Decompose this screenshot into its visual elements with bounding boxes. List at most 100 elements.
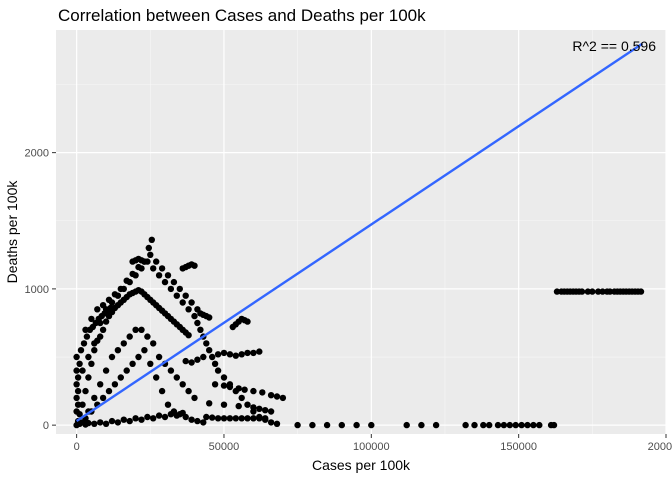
data-point: [153, 374, 160, 381]
data-point: [220, 401, 228, 408]
data-point: [188, 299, 195, 306]
data-point: [220, 374, 228, 381]
y-tick-label: 0: [43, 420, 49, 432]
data-point: [82, 387, 89, 395]
data-point: [194, 356, 201, 363]
data-point: [323, 421, 331, 429]
data-point: [226, 351, 234, 358]
data-point: [108, 417, 116, 425]
data-point: [117, 285, 125, 293]
data-point: [179, 409, 186, 417]
data-point: [599, 288, 606, 295]
data-point: [155, 412, 163, 419]
data-point: [226, 415, 234, 422]
data-point: [279, 394, 287, 402]
data-point: [176, 285, 183, 293]
data-point: [206, 347, 213, 354]
data-point: [74, 401, 82, 408]
data-point: [273, 393, 281, 400]
data-point: [79, 401, 86, 408]
data-point: [250, 415, 257, 422]
data-point: [232, 415, 239, 422]
data-point: [578, 288, 586, 295]
data-point: [138, 326, 145, 333]
y-axis-ticks: 0 1000 2000: [25, 148, 56, 432]
data-point: [76, 360, 83, 367]
data-point: [206, 400, 213, 407]
x-tick-label: 150000: [500, 441, 537, 453]
data-point: [117, 374, 125, 381]
data-point: [462, 421, 469, 429]
data-point: [85, 419, 92, 427]
minor-gridlines: [56, 30, 666, 434]
data-point: [338, 421, 345, 429]
data-point: [637, 288, 645, 295]
data-point: [232, 352, 239, 359]
data-point: [211, 360, 219, 367]
data-point: [148, 236, 155, 243]
data-point: [150, 265, 157, 272]
x-axis-ticks: 0 50000 100000 150000 200000: [74, 434, 672, 453]
data-point: [235, 402, 242, 410]
data-point: [120, 416, 128, 423]
data-point: [200, 419, 207, 426]
data-point: [244, 415, 251, 422]
data-point: [153, 258, 160, 265]
data-point: [194, 319, 201, 327]
data-point: [294, 421, 301, 429]
data-point: [105, 296, 113, 303]
data-point: [144, 413, 151, 421]
data-point: [173, 292, 180, 299]
data-point: [262, 415, 269, 422]
data-point: [91, 394, 98, 402]
data-point: [167, 285, 175, 293]
data-point: [155, 272, 163, 279]
data-point: [220, 415, 228, 422]
data-point: [164, 401, 172, 408]
data-point: [182, 357, 189, 365]
data-point: [129, 360, 136, 367]
data-point: [220, 349, 228, 357]
data-point: [164, 272, 172, 279]
data-point: [155, 353, 163, 361]
data-point: [553, 288, 561, 295]
data-point: [73, 394, 80, 402]
data-point: [188, 359, 195, 366]
data-point: [126, 333, 133, 340]
data-point: [123, 367, 130, 374]
data-point: [97, 381, 104, 388]
data-point: [129, 270, 136, 278]
data-point: [506, 421, 513, 429]
data-point: [161, 278, 169, 286]
data-point: [238, 415, 245, 422]
data-point: [73, 353, 80, 361]
data-point: [170, 278, 178, 286]
data-point: [214, 415, 222, 422]
data-point: [147, 360, 154, 367]
data-point: [267, 392, 275, 399]
data-point: [99, 394, 107, 402]
data-point: [102, 420, 110, 427]
data-point: [83, 333, 91, 340]
data-point: [250, 387, 257, 395]
data-point: [99, 302, 107, 309]
data-point: [91, 420, 98, 427]
data-point: [114, 347, 122, 354]
x-tick-label: 50000: [209, 441, 240, 453]
data-point: [158, 265, 166, 272]
data-point: [185, 387, 192, 395]
data-point: [108, 353, 116, 361]
data-point: [107, 304, 114, 312]
data-point: [267, 408, 275, 415]
data-point: [244, 401, 251, 408]
data-point: [256, 415, 263, 422]
data-point: [214, 351, 222, 358]
data-point: [147, 251, 154, 258]
data-point: [226, 383, 234, 391]
data-point: [179, 381, 186, 388]
data-point: [161, 413, 169, 421]
data-point: [144, 333, 151, 340]
data-point: [123, 277, 130, 284]
data-point: [74, 387, 82, 395]
